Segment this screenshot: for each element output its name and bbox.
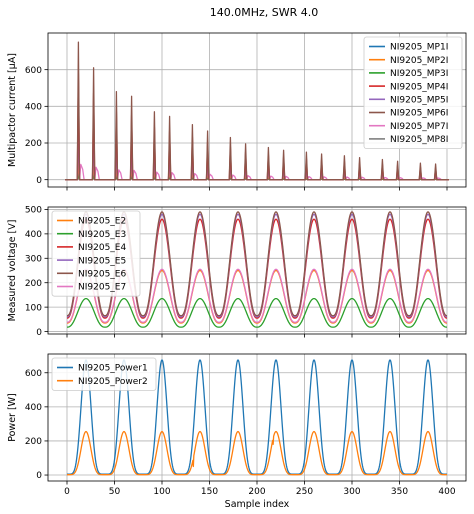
legend: NI9205_MP1I NI9205_MP2I NI9205_MP3I NI9205_… <box>363 36 463 149</box>
legend-entry: NI9205_E6 <box>78 270 126 280</box>
x-tick-label: 200 <box>248 487 265 497</box>
y-axis-label: Measured voltage [V] <box>7 220 18 322</box>
y-axis-label: Power [W] <box>7 393 18 442</box>
x-tick-label: 300 <box>343 487 360 497</box>
legend-entry: NI9205_E5 <box>78 256 126 266</box>
series-line-ni9205-e3 <box>66 297 448 328</box>
legend-entry: NI9205_E2 <box>78 217 126 227</box>
x-tick-label: 150 <box>201 487 218 497</box>
y-tick-label: 600 <box>25 66 42 76</box>
x-tick-label: 0 <box>64 487 70 497</box>
legend: NI9205_Power1 NI9205_Power2 <box>51 357 157 391</box>
legend: NI9205_E2 NI9205_E3 NI9205_E4 NI9205_E5 NI92… <box>51 210 141 297</box>
legend-entry: NI9205_E4 <box>78 243 126 253</box>
panel-measured-voltage: 0 100 200 300 400 500 Measured voltage [V] NI92… <box>7 206 467 338</box>
plot-area <box>66 359 448 476</box>
y-tick-label: 500 <box>25 206 42 216</box>
y-tick-label: 400 <box>25 230 42 240</box>
legend-entry: NI9205_MP7I <box>390 122 448 132</box>
y-tick-label: 0 <box>36 176 42 186</box>
legend-entry: NI9205_MP3I <box>390 69 448 79</box>
legend-entry: NI9205_Power2 <box>78 377 148 387</box>
y-tick-label: 200 <box>25 437 42 447</box>
y-axis-label: Multipactor current [μA] <box>7 53 18 167</box>
legend-box <box>51 210 141 297</box>
legend-entry: NI9205_E3 <box>78 230 126 240</box>
y-tick-label: 100 <box>25 303 42 313</box>
legend-box <box>51 357 157 391</box>
y-tick-label: 200 <box>25 139 42 149</box>
series-line-ni9205-power2 <box>66 430 448 476</box>
legend-entry: NI9205_MP4I <box>390 82 448 92</box>
series-line-ni9205-mp6i <box>65 41 449 181</box>
y-tick-label: 400 <box>25 403 42 413</box>
y-tick-label: 600 <box>25 369 42 379</box>
x-tick-label: 400 <box>438 487 455 497</box>
panel-power: 0 50 100 150 200 250 300 350 400 0 200 400 600 Power … <box>7 353 467 510</box>
figure-title: 140.0MHz, SWR 4.0 <box>210 6 319 19</box>
x-tick-label: 50 <box>109 487 121 497</box>
legend-entry: NI9205_E7 <box>78 283 126 293</box>
legend-entry: NI9205_MP5I <box>390 96 448 106</box>
legend-entry: NI9205_MP6I <box>390 109 448 119</box>
legend-box <box>363 36 463 149</box>
legend-entry: NI9205_MP8I <box>390 135 448 145</box>
legend-entry: NI9205_Power1 <box>78 364 148 374</box>
y-tick-label: 400 <box>25 103 42 113</box>
legend-entry: NI9205_MP1I <box>390 43 448 53</box>
x-tick-label: 100 <box>153 487 170 497</box>
x-tick-label: 250 <box>296 487 313 497</box>
panel-multipactor-current: 0 200 400 600 Multipactor current [μA] NI9205… <box>7 32 467 191</box>
y-tick-label: 0 <box>36 471 42 481</box>
x-axis-label: Sample index <box>225 499 290 510</box>
y-tick-label: 200 <box>25 279 42 289</box>
y-tick-label: 300 <box>25 254 42 264</box>
y-tick-label: 0 <box>36 328 42 338</box>
legend-entry: NI9205_MP2I <box>390 56 448 66</box>
x-tick-label: 350 <box>391 487 408 497</box>
plot-area <box>65 41 449 181</box>
